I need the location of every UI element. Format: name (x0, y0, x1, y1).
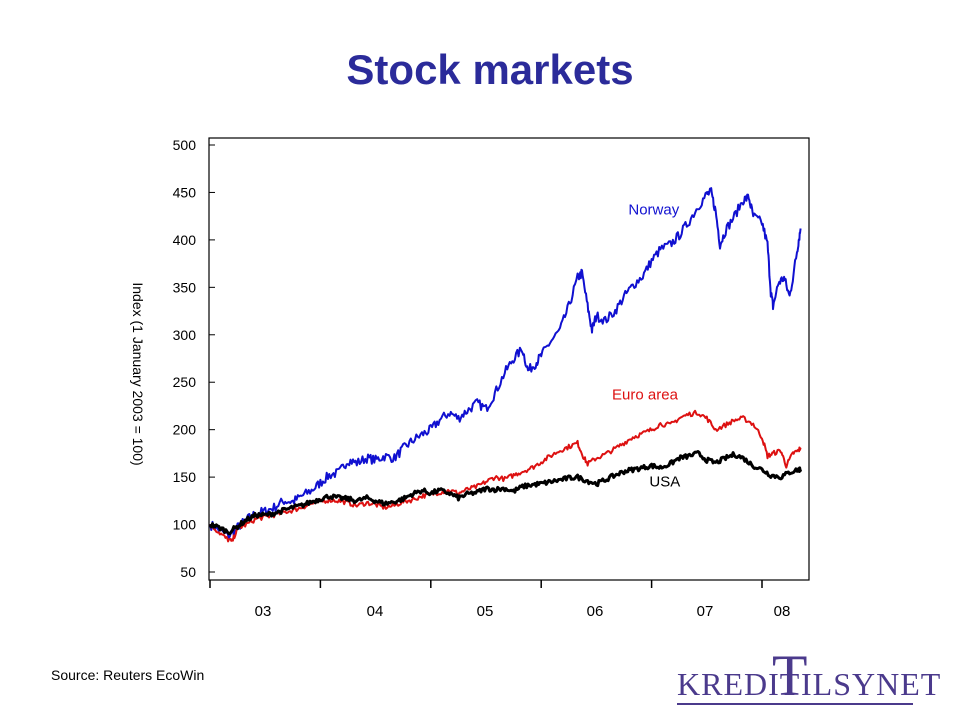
chart-axes: 50 100 150 200 250 300 350 400 450 500 03 04 05 06 07 0… (130, 137, 810, 620)
series-line-euro-area (209, 409, 802, 543)
series-label: Euro area (612, 386, 679, 403)
y-tick-label: 400 (173, 232, 197, 248)
logo-text-right: ILSYNET (801, 666, 942, 702)
chart-series (208, 187, 803, 543)
y-tick-label: 150 (173, 469, 197, 485)
x-tick-label: 05 (477, 603, 494, 620)
logo-letter-t: T (772, 643, 808, 708)
x-tick-label: 04 (367, 603, 384, 620)
y-tick-label: 50 (180, 564, 196, 580)
source-note: Source: Reuters EcoWin (51, 667, 205, 683)
series-label: Norway (628, 201, 679, 218)
x-tick-label: 07 (697, 603, 714, 620)
logo-text-left: KREDIT (677, 666, 801, 702)
x-tick-label: 08 (774, 603, 791, 620)
x-tick-label: 03 (255, 603, 272, 620)
plot-frame (208, 137, 810, 581)
kredittilsynet-logo: KREDIT T ILSYNET (677, 647, 940, 705)
y-tick-label: 450 (173, 184, 197, 200)
y-tick-label: 300 (173, 327, 197, 343)
series-line-norway (209, 187, 802, 540)
y-tick-label: 250 (173, 374, 197, 390)
logo-underline (677, 703, 913, 705)
y-tick-label: 200 (173, 422, 197, 438)
y-tick-label: 100 (173, 517, 197, 533)
chart-series-labels: Norway Euro area USA (612, 201, 680, 490)
page-title: Stock markets (346, 46, 634, 93)
y-axis-label: Index (1 January 2003 = 100) (130, 282, 146, 465)
y-tick-label: 350 (173, 279, 197, 295)
x-tick-label: 06 (587, 603, 604, 620)
series-line-usa (208, 450, 803, 536)
y-tick-label: 500 (173, 137, 197, 153)
series-label: USA (649, 474, 680, 491)
